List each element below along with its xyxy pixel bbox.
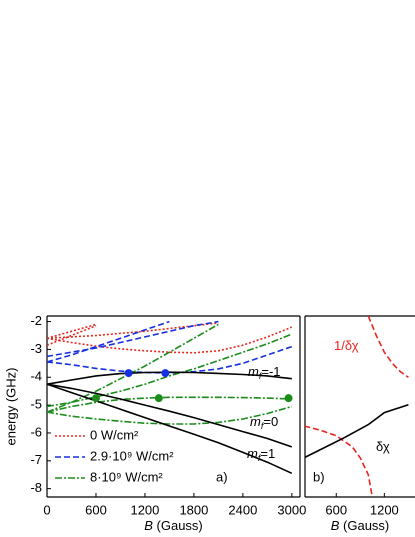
y-tick-label: -2 (30, 313, 42, 328)
x-tick-label: 600 (325, 502, 347, 517)
y-tick-label: -7 (30, 452, 42, 467)
x-axis-label: B (Gauss) (331, 518, 390, 533)
x-axis-var: B (331, 518, 340, 533)
legend-label: 0 W/cm² (90, 427, 139, 442)
curve (47, 396, 292, 413)
curve (47, 320, 170, 363)
x-tick-label: 0 (43, 502, 50, 517)
crossing-point (91, 394, 100, 403)
curve (47, 323, 97, 340)
annotation-sub: f (261, 421, 265, 431)
curve (47, 405, 293, 425)
panel-label: b) (313, 469, 325, 484)
annotation-sub: f (258, 453, 262, 463)
annotation: mf=1 (247, 446, 275, 463)
annotation: mf=0 (250, 414, 278, 431)
curve (305, 425, 374, 497)
x-tick-label: 3000 (277, 502, 306, 517)
y-tick-label: -5 (30, 397, 42, 412)
crossing-point (161, 369, 170, 378)
annotation-text: δχ (376, 439, 390, 454)
y-tick-label: -6 (30, 424, 42, 439)
curve (47, 324, 97, 346)
y-tick-label: -3 (30, 341, 42, 356)
y-axis-label: energy (GHz) (3, 367, 18, 445)
x-tick-label: 1200 (130, 502, 159, 517)
curve (305, 404, 409, 459)
annotation-rest: =-1 (261, 364, 280, 379)
annotation-rest: =1 (260, 446, 275, 461)
crossing-point (154, 394, 163, 403)
annotation-text: m (247, 446, 258, 461)
x-tick-label: 1800 (179, 502, 208, 517)
curve (47, 326, 293, 354)
x-tick-label: 2400 (228, 502, 257, 517)
annotation: δχ (376, 439, 390, 454)
x-axis-unit: (Gauss) (153, 518, 203, 533)
x-tick-label: 1200 (370, 502, 399, 517)
annotation-rest: =0 (263, 414, 278, 429)
curve (47, 345, 293, 374)
annotation-sub: f (259, 371, 263, 381)
x-axis-label: B (Gauss) (144, 518, 203, 533)
y-tick-label: -8 (30, 480, 42, 495)
x-tick-label: 600 (85, 502, 107, 517)
curve (47, 371, 292, 385)
curve (47, 322, 219, 340)
curve (47, 320, 219, 358)
annotation-text: m (250, 414, 261, 429)
crossing-point (124, 369, 133, 378)
y-tick-label: -4 (30, 369, 42, 384)
x-axis-unit: (Gauss) (339, 518, 389, 533)
curve (367, 316, 409, 378)
legend-label: 2.9·10⁹ W/cm² (90, 448, 174, 463)
panel-label: a) (216, 469, 228, 484)
annotation: 1/δχ (334, 338, 359, 353)
x-axis-var: B (144, 518, 153, 533)
crossing-point (284, 394, 293, 403)
annotation-text: m (248, 364, 259, 379)
curve (47, 383, 293, 475)
annotation-text: 1/δχ (334, 338, 359, 353)
curve (47, 383, 293, 448)
legend-label: 8·10⁹ W/cm² (90, 469, 163, 484)
annotation: mf=-1 (248, 364, 281, 381)
